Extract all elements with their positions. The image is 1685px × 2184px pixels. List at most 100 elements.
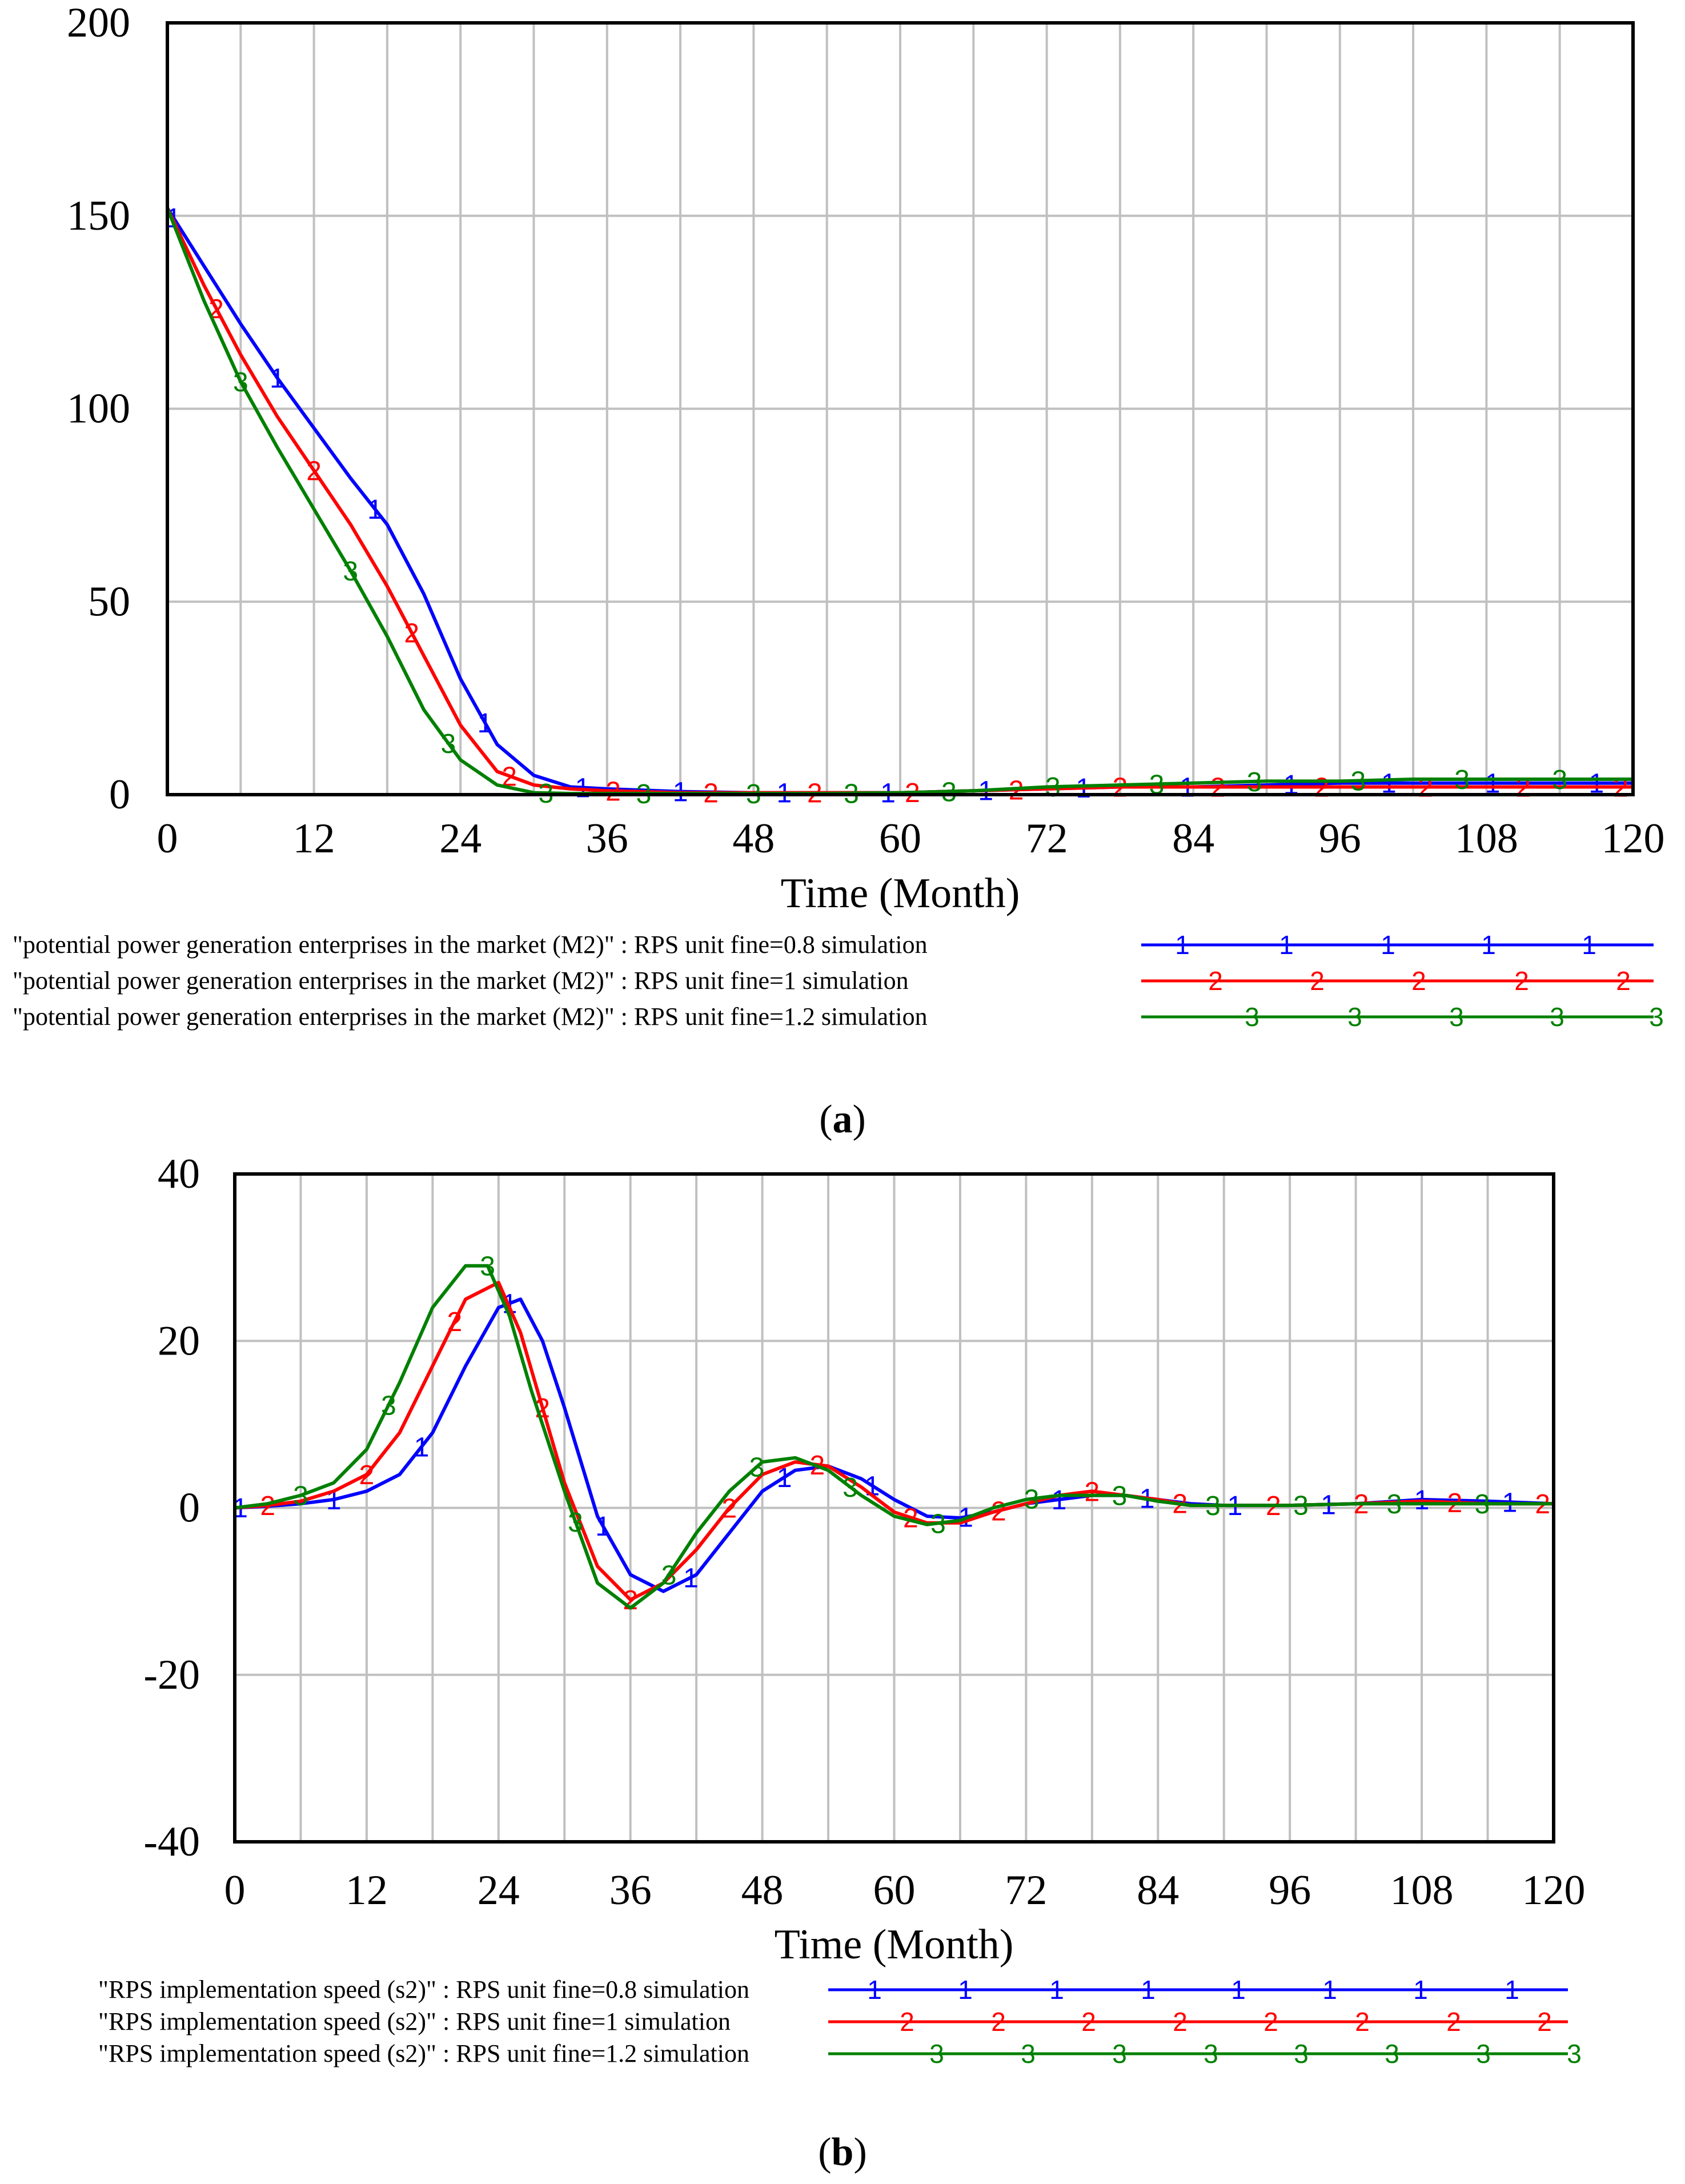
x-tick-label: 120 (1602, 815, 1665, 862)
legend-marker-3: 3 (1476, 2039, 1491, 2069)
legend-marker-2: 2 (900, 2007, 914, 2037)
series-marker-1: 1 (414, 1432, 430, 1462)
series-marker-2: 2 (1009, 775, 1024, 806)
legend-marker-1: 1 (1582, 930, 1596, 960)
legend-marker-3: 3 (1294, 2039, 1309, 2069)
legend-marker-2: 2 (1263, 2007, 1278, 2037)
y-tick-label: -40 (143, 1818, 200, 1865)
legend-marker-2: 2 (1208, 966, 1223, 996)
legend-marker-1: 1 (1141, 1975, 1156, 2005)
legend-marker-3: 3 (1550, 1002, 1564, 1032)
caption-b-letter: b (832, 2130, 854, 2174)
y-tick-label: -20 (143, 1652, 200, 1698)
x-tick-label: 48 (732, 815, 775, 862)
legend-marker-3: 3 (1385, 2039, 1399, 2069)
x-tick-label: 60 (879, 815, 921, 862)
y-tick-label: 0 (109, 771, 130, 818)
caption-b: (b) (818, 2130, 867, 2174)
legend-label-2: "potential power generation enterprises … (13, 967, 909, 995)
legend-marker-1: 1 (1175, 930, 1190, 960)
caption-a: (a) (819, 1097, 866, 1141)
legend-marker-1: 1 (867, 1975, 882, 2005)
series-marker-2: 2 (359, 1460, 375, 1490)
y-tick-label: 0 (179, 1485, 200, 1532)
legend-marker-3: 3 (1021, 2039, 1036, 2069)
y-tick-label: 40 (158, 1151, 200, 1197)
series-marker-3: 3 (930, 1509, 946, 1539)
legend-marker-1: 1 (1381, 930, 1395, 960)
legend-marker-3: 3 (1449, 1002, 1464, 1032)
x-tick-label: 96 (1319, 815, 1361, 862)
y-tick-label: 50 (88, 578, 130, 625)
series-marker-2: 2 (404, 618, 419, 648)
legend-marker-2: 2 (1514, 966, 1529, 996)
legend-marker-2: 2 (1355, 2007, 1370, 2037)
series-marker-2: 2 (306, 456, 322, 487)
x-axis-label-a: Time (Month) (781, 870, 1020, 917)
x-tick-label: 24 (478, 1867, 520, 1914)
series-marker-3: 3 (381, 1390, 396, 1421)
legend-marker-3: 3 (1245, 1002, 1259, 1032)
legend-marker-1: 1 (1413, 1975, 1428, 2005)
legend-label-1: "RPS implementation speed (s2)" : RPS un… (98, 1975, 749, 2003)
series-marker-3: 3 (1475, 1489, 1490, 1520)
legend-marker-3: 3 (929, 2039, 944, 2069)
legend-marker-1: 1 (1049, 1975, 1064, 2005)
x-tick-label: 72 (1005, 1867, 1047, 1914)
x-tick-label: 108 (1455, 815, 1518, 862)
legend-marker-1: 1 (1481, 930, 1496, 960)
series-marker-2: 2 (1113, 772, 1128, 803)
plot-frame-b (233, 1172, 1555, 1844)
x-tick-label: 108 (1390, 1867, 1454, 1914)
series-marker-1: 1 (595, 1512, 611, 1542)
legend-marker-3: 3 (1567, 2039, 1582, 2069)
legend-label-3: "potential power generation enterprises … (13, 1003, 928, 1031)
x-tick-label: 120 (1522, 1867, 1586, 1914)
legend-label-2: "RPS implementation speed (s2)" : RPS un… (98, 2007, 731, 2035)
legend-marker-2: 2 (1310, 966, 1325, 996)
series-marker-3: 3 (661, 1560, 677, 1590)
series-marker-2: 2 (1613, 772, 1628, 803)
series-marker-3: 3 (293, 1481, 308, 1512)
x-tick-label: 72 (1026, 815, 1068, 862)
x-tick-label: 84 (1172, 815, 1214, 862)
legend-marker-1: 1 (958, 1975, 973, 2005)
x-tick-label: 0 (157, 815, 178, 862)
series-marker-3: 3 (749, 1453, 765, 1483)
y-tick-label: 20 (158, 1317, 200, 1364)
caption-a-letter: a (833, 1097, 853, 1141)
legend-label-1: "potential power generation enterprises … (13, 931, 928, 959)
series-marker-3: 3 (1351, 767, 1366, 797)
x-tick-label: 12 (293, 815, 335, 862)
series-marker-3: 3 (842, 1473, 858, 1503)
legend-marker-2: 2 (1411, 966, 1426, 996)
legend-a: "potential power generation enterprises … (13, 930, 1664, 1032)
series-marker-3: 3 (480, 1252, 495, 1282)
legend-marker-1: 1 (1322, 1975, 1337, 2005)
series-marker-3: 3 (941, 777, 957, 807)
series-marker-3: 3 (1045, 772, 1061, 803)
legend-marker-1: 1 (1505, 1975, 1519, 2005)
series-marker-3: 3 (1205, 1491, 1221, 1521)
y-tick-label: 200 (67, 0, 130, 46)
series-marker-3: 3 (440, 729, 456, 759)
y-tick-label: 100 (67, 386, 130, 432)
gridlines-b (235, 1174, 1554, 1842)
legend-marker-3: 3 (1649, 1002, 1664, 1032)
legend-marker-3: 3 (1203, 2039, 1218, 2069)
legend-marker-1: 1 (1231, 1975, 1246, 2005)
x-tick-label: 0 (224, 1867, 246, 1914)
series-marker-3: 3 (1112, 1481, 1128, 1512)
series-marker-2: 2 (260, 1491, 275, 1521)
series-line-3 (234, 1264, 1554, 1610)
legend-marker-1: 1 (1279, 930, 1294, 960)
series-marker-1: 1 (367, 495, 383, 525)
x-tick-label: 60 (873, 1867, 916, 1914)
series-marker-1: 1 (270, 363, 285, 394)
x-tick-label: 96 (1269, 1867, 1311, 1914)
